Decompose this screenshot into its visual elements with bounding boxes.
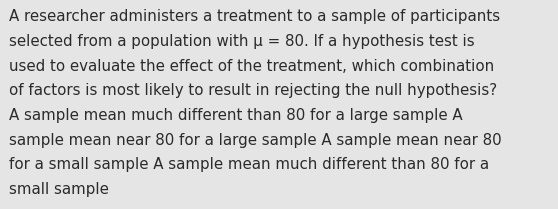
Text: A researcher administers a treatment to a sample of participants: A researcher administers a treatment to … [9,9,500,24]
Text: for a small sample A sample mean much different than 80 for a: for a small sample A sample mean much di… [9,157,489,172]
Text: of factors is most likely to result in rejecting the null hypothesis?: of factors is most likely to result in r… [9,83,497,98]
Text: A sample mean much different than 80 for a large sample A: A sample mean much different than 80 for… [9,108,463,123]
Text: selected from a population with μ = 80. If a hypothesis test is: selected from a population with μ = 80. … [9,34,474,49]
Text: small sample: small sample [9,182,109,197]
Text: used to evaluate the effect of the treatment, which combination: used to evaluate the effect of the treat… [9,59,494,74]
Text: sample mean near 80 for a large sample A sample mean near 80: sample mean near 80 for a large sample A… [9,133,502,148]
